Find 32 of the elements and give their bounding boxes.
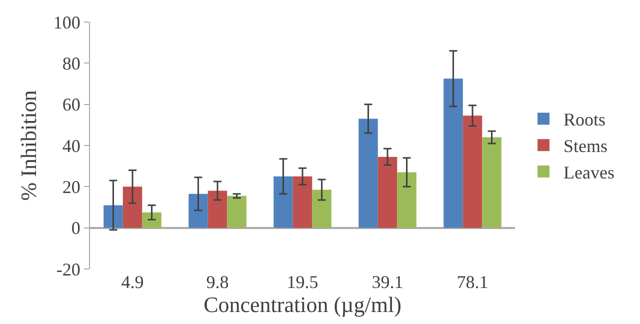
legend-label: Stems: [564, 136, 608, 156]
bar: [312, 190, 332, 228]
bar: [142, 212, 162, 228]
legend-label: Roots: [564, 110, 606, 130]
bar: [188, 194, 208, 228]
bar: [104, 205, 123, 228]
bar: [208, 190, 228, 228]
x-tick-label: 19.5: [286, 272, 318, 292]
x-tick-label: 4.9: [121, 272, 144, 292]
y-tick-label: 0: [71, 218, 80, 238]
y-tick-label: 80: [62, 53, 80, 74]
x-axis-title: Concentration (µg/ml): [204, 292, 402, 317]
bar: [358, 118, 378, 228]
y-tick-label: -20: [56, 259, 80, 280]
x-tick-label: 39.1: [372, 272, 404, 292]
y-tick-label: 100: [53, 12, 80, 32]
bar: [397, 172, 416, 228]
y-tick-label: 20: [62, 176, 80, 197]
x-tick-label: 9.8: [206, 272, 229, 292]
bar: [378, 156, 398, 228]
y-tick-label: 40: [62, 136, 80, 156]
y-tick-label: 60: [62, 94, 80, 115]
legend-label: Leaves: [564, 162, 614, 183]
bar: [274, 176, 293, 228]
bar: [482, 137, 502, 228]
bar: [122, 186, 142, 228]
x-tick-label: 78.1: [456, 272, 488, 292]
bar: [227, 196, 246, 228]
bar: [444, 78, 463, 228]
y-axis-title: % Inhibition: [16, 90, 41, 201]
bar: [462, 116, 482, 228]
bar: [292, 176, 312, 228]
